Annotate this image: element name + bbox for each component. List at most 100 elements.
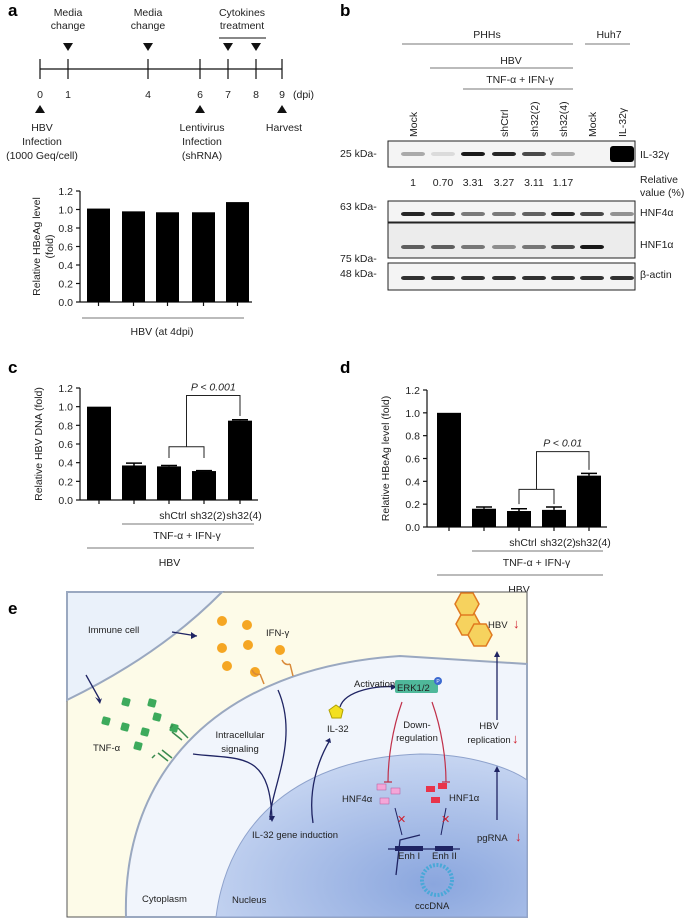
- down-arrow-icon: ↓: [513, 616, 520, 631]
- diagram-label-erk: ERK1/2: [397, 683, 430, 694]
- band: [522, 276, 546, 280]
- ifn-gamma-icon: [217, 616, 227, 626]
- ifn-gamma-icon: [242, 620, 252, 630]
- hnf4-proteins: [376, 783, 401, 805]
- diagram-label-ifn: IFN-γ: [266, 628, 289, 639]
- p-value: P < 0.001: [191, 381, 236, 393]
- error-bar: [126, 462, 142, 466]
- bar: [577, 475, 601, 527]
- y-tick-label: 0.8: [405, 431, 420, 443]
- bar: [226, 202, 249, 302]
- cccdna-icon: [420, 863, 454, 897]
- group-label: TNF-α + IFN-γ: [153, 530, 221, 542]
- band: [401, 212, 425, 216]
- tnf-alpha-icon: [133, 741, 143, 751]
- lane-label: sh32(2): [529, 101, 541, 137]
- band: [551, 152, 575, 156]
- mechanism-diagram: P ✕ ✕ Immune cell IFN-γ TNF-α Intracellular…: [66, 591, 528, 918]
- chart-d: 0.0 0.2 0.4 0.6 0.8 1.0 1.2 shCtrl sh32(2) sh32(4…: [380, 385, 611, 596]
- diagram-label-downreg-0: Down-: [403, 720, 430, 731]
- y-tick-label: 1.2: [58, 186, 73, 198]
- event-label: Lentivirus: [180, 122, 225, 134]
- diagram-label-cccdna: cccDNA: [415, 901, 450, 912]
- down-triangle-icon: [143, 43, 153, 51]
- diagram-label-cytoplasm: Cytoplasm: [142, 894, 187, 905]
- event-label: HBV: [31, 122, 53, 134]
- significance-bracket: [168, 394, 241, 458]
- diagram-label-hbv_replication-0: HBV: [479, 721, 499, 732]
- marker-75kda: 75 kDa-: [340, 253, 377, 265]
- x-axis-label: HBV (at 4dpi): [130, 326, 193, 338]
- y-tick-label: 0.6: [405, 454, 420, 466]
- relative-value: 1.17: [553, 177, 574, 189]
- hbv-virions: [454, 592, 493, 647]
- relative-value: 3.31: [463, 177, 484, 189]
- band: [551, 276, 575, 280]
- tnf-alpha-icon: [101, 716, 111, 726]
- y-tick-label: 0.6: [58, 439, 73, 451]
- bar: [122, 465, 146, 500]
- band: [431, 152, 455, 156]
- y-axis-label: Relative HBeAg level: [31, 197, 43, 296]
- y-tick-label: 0.4: [58, 260, 73, 272]
- relative-value: 3.11: [524, 177, 544, 189]
- band: [461, 152, 485, 156]
- y-tick-label: 1.2: [405, 385, 420, 397]
- band: [492, 212, 516, 216]
- y-axis-label: Relative HBeAg level (fold): [380, 396, 392, 521]
- chart-c: 0.0 0.2 0.4 0.6 0.8 1.0 1.2 shCtrl sh32(2) sh32(4…: [33, 381, 262, 569]
- timeline-day: 6: [197, 89, 203, 101]
- bar: [87, 406, 111, 500]
- bar: [192, 471, 216, 500]
- panel-label-c: c: [8, 358, 17, 377]
- il32-pentagon: [328, 704, 344, 719]
- marker-63kda: 63 kDa-: [340, 201, 377, 213]
- hnf1-proteins: [426, 783, 447, 803]
- phospho-label: P: [436, 679, 440, 685]
- band-label-actin: β-actin: [640, 269, 672, 281]
- band: [580, 245, 604, 249]
- event-label: (1000 Geq/cell): [6, 150, 78, 162]
- blot-hnf1: [387, 222, 636, 259]
- nucleus: [215, 753, 528, 918]
- band-label-hnf4: HNF4α: [640, 207, 674, 219]
- down-triangle-icon: [223, 43, 233, 51]
- diagram-label-enh1: Enh I: [398, 851, 420, 862]
- y-axis-label: Relative HBV DNA (fold): [33, 387, 45, 501]
- event-label: Media: [54, 7, 83, 19]
- band: [580, 212, 604, 216]
- y-tick-label: 1.0: [58, 402, 73, 414]
- bar: [542, 509, 566, 527]
- band: [492, 276, 516, 280]
- group-cytokines: TNF-α + IFN-γ: [486, 74, 554, 86]
- diagram-label-pgrna: pgRNA: [477, 833, 508, 844]
- y-tick-label: 0.8: [58, 420, 73, 432]
- up-triangle-icon: [195, 105, 205, 113]
- diagram-label-il32: IL-32: [327, 724, 349, 735]
- panel-label-a: a: [8, 1, 18, 20]
- inhibition-lines: [384, 701, 450, 783]
- lane-label: Mock: [408, 111, 420, 137]
- diagram-label-activation: Activation: [354, 679, 395, 690]
- group-label: TNF-α + IFN-γ: [503, 557, 571, 569]
- band: [522, 152, 546, 156]
- group-label: HBV: [159, 557, 181, 569]
- event-label: Harvest: [266, 122, 302, 134]
- band-label-hnf1: HNF1α: [640, 239, 674, 251]
- tnf-alpha-icon: [140, 727, 150, 737]
- band: [522, 245, 546, 249]
- y-tick-label: 0.4: [58, 458, 73, 470]
- block-x-icon: ✕: [397, 814, 406, 826]
- marker-48kda: 48 kDa-: [340, 268, 377, 280]
- erk-box: [395, 680, 438, 693]
- lane-label: sh32(4): [558, 101, 570, 137]
- bar: [507, 511, 531, 527]
- bar: [437, 412, 461, 527]
- error-bar: [476, 506, 492, 509]
- relative-value: 0.70: [433, 177, 454, 189]
- error-bar: [232, 418, 248, 421]
- bar: [228, 420, 252, 500]
- timeline-day: 8: [253, 89, 259, 101]
- x-tick-label: shCtrl: [509, 537, 536, 549]
- down-triangle-icon: [63, 43, 73, 51]
